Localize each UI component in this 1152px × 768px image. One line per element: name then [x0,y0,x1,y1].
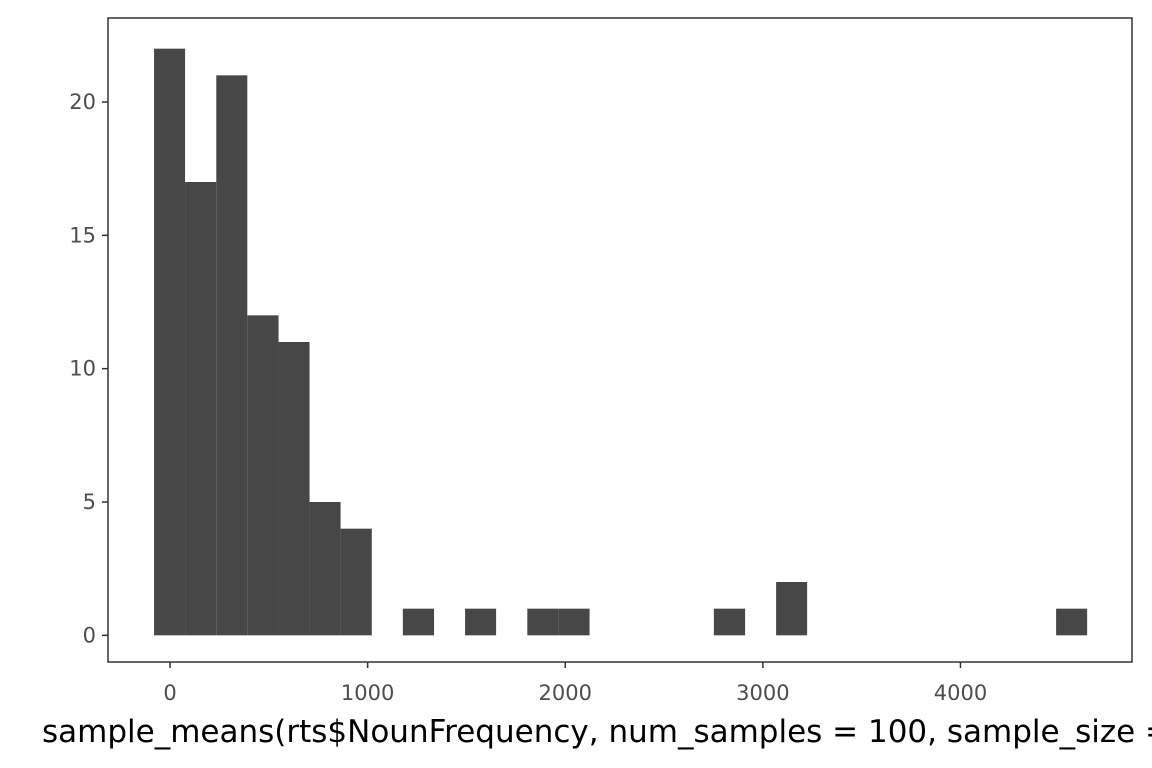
x-tick-label: 4000 [934,681,987,705]
bar [216,75,248,636]
x-axis-title: sample_means(rts$NounFrequency, num_samp… [42,714,1152,750]
y-tick-label: 20 [69,90,96,114]
x-tick-label: 1000 [341,681,394,705]
bar [465,608,497,636]
bar [776,582,808,636]
y-tick-label: 15 [69,223,96,247]
bar [154,48,186,636]
bar [713,608,746,636]
bar [309,502,341,636]
x-tick-label: 3000 [736,681,789,705]
bar [247,315,279,636]
bar [402,608,435,636]
x-tick-label: 2000 [539,681,592,705]
bar [278,342,310,636]
y-tick-label: 10 [69,357,96,381]
x-tick-label: 0 [163,681,176,705]
bar [558,608,590,636]
bar [1056,608,1088,636]
panel-border [107,17,1133,663]
bar [340,528,372,636]
bar [527,608,559,636]
y-tick-label: 0 [83,623,96,647]
bar [185,182,217,636]
y-tick-label: 5 [83,490,96,514]
